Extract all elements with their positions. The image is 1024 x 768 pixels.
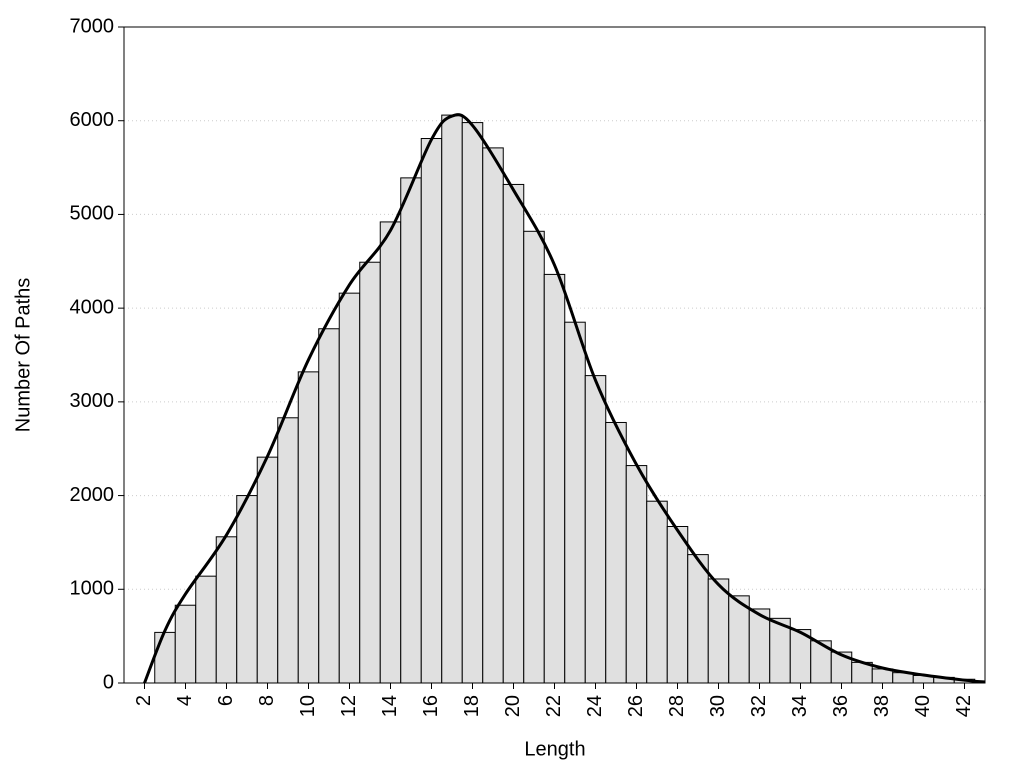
x-tick-label: 38	[871, 695, 893, 717]
x-tick-label: 6	[215, 695, 237, 706]
y-tick-label: 2000	[70, 484, 115, 506]
x-tick-label: 2	[133, 695, 155, 706]
bar	[215, 536, 238, 684]
bar	[461, 122, 484, 684]
y-tick-label: 3000	[70, 390, 115, 412]
y-tick-label: 7000	[70, 15, 115, 37]
x-tick-label: 42	[953, 695, 975, 717]
bar	[236, 495, 258, 684]
bar	[584, 375, 607, 684]
y-axis-label: Number Of Paths	[12, 278, 34, 433]
x-tick-label: 40	[912, 695, 934, 717]
bar	[564, 321, 586, 684]
bar	[728, 595, 750, 684]
bar	[502, 183, 525, 684]
x-tick-label: 4	[174, 695, 196, 706]
bar	[605, 421, 627, 684]
y-tick-label: 4000	[70, 296, 115, 318]
bar	[379, 221, 402, 684]
x-tick-label: 20	[502, 695, 524, 717]
bar	[195, 575, 217, 684]
bar	[748, 608, 771, 684]
bar	[318, 328, 340, 684]
x-tick-label: 10	[297, 695, 319, 717]
bar	[646, 500, 668, 684]
x-tick-label: 36	[830, 695, 852, 717]
x-tick-label: 8	[256, 695, 278, 706]
bar	[338, 292, 361, 684]
x-tick-label: 16	[420, 695, 442, 717]
y-tick-label: 1000	[70, 578, 115, 600]
x-tick-label: 22	[543, 695, 565, 717]
bar	[174, 604, 197, 684]
line	[143, 113, 986, 684]
bar	[256, 456, 279, 684]
bar	[687, 554, 709, 684]
bar	[277, 417, 299, 684]
bar	[359, 261, 381, 684]
y-tick-label: 5000	[70, 203, 115, 225]
bar	[400, 177, 422, 684]
x-tick-label: 14	[379, 695, 401, 717]
bar	[523, 230, 545, 684]
bar	[154, 631, 176, 684]
bar	[297, 371, 320, 684]
x-tick-label: 30	[707, 695, 729, 717]
bar	[543, 273, 566, 684]
plot-frame	[123, 26, 986, 684]
x-tick-label: 18	[461, 695, 483, 717]
bar	[707, 578, 730, 684]
bar	[482, 147, 504, 684]
bar	[420, 138, 443, 684]
x-tick-label: 24	[584, 695, 606, 717]
y-tick-label: 0	[103, 671, 114, 693]
x-axis-label: Length	[524, 738, 585, 760]
bar	[625, 465, 648, 684]
x-tick-label: 26	[625, 695, 647, 717]
bar	[666, 525, 689, 684]
x-tick-label: 32	[748, 695, 770, 717]
x-tick-label: 28	[666, 695, 688, 717]
bar	[441, 114, 463, 684]
x-tick-label: 34	[789, 695, 811, 717]
y-tick-label: 6000	[70, 109, 115, 131]
x-tick-label: 12	[338, 695, 360, 717]
